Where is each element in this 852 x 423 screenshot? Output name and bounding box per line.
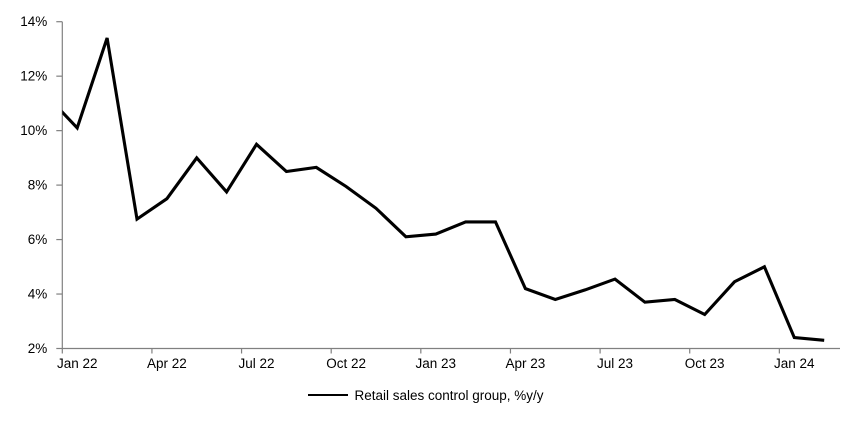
- data-line-retail-sales: [62, 37, 825, 342]
- x-tick-label: Jul 22: [238, 356, 274, 371]
- chart-legend: Retail sales control group, %y/y: [0, 386, 852, 404]
- y-tick-label: 4%: [28, 287, 48, 302]
- y-tick-label: 8%: [28, 178, 48, 193]
- x-tick-label: Jan 22: [57, 356, 98, 371]
- y-tick-label: 12%: [20, 69, 47, 84]
- x-tick-label: Oct 23: [685, 356, 725, 371]
- y-tick-label: 2%: [28, 341, 48, 356]
- legend-line-sample: [308, 394, 349, 396]
- x-tick-label: Oct 22: [326, 356, 366, 371]
- y-tick-label: 10%: [20, 123, 47, 138]
- x-tick-label: Jul 23: [597, 356, 633, 371]
- y-tick-label: 6%: [28, 232, 48, 247]
- y-tick-label: 14%: [20, 14, 47, 29]
- legend-label: Retail sales control group, %y/y: [354, 387, 544, 403]
- x-tick-label: Jan 23: [415, 356, 456, 371]
- x-tick-label: Apr 22: [147, 356, 187, 371]
- x-tick-label: Apr 23: [506, 356, 546, 371]
- x-tick-label: Jan 24: [774, 356, 815, 371]
